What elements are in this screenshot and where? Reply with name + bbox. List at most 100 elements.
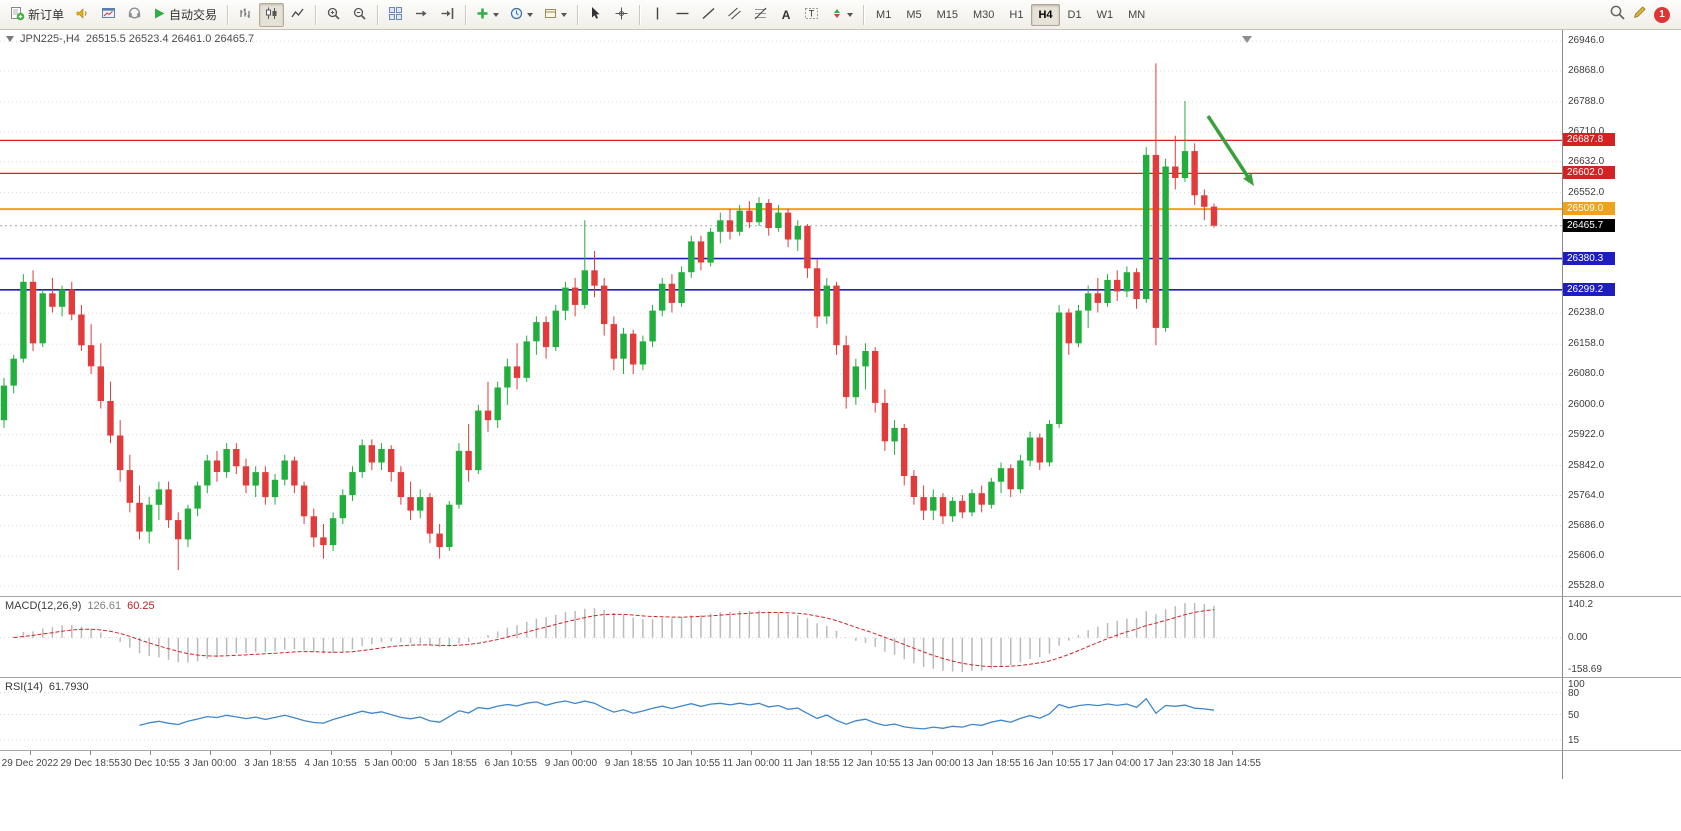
price-tick-label: 25922.0 [1568, 428, 1605, 440]
price-level-tag: 26380.3 [1563, 251, 1615, 265]
shift-marker-icon[interactable] [1242, 36, 1252, 43]
line-chart-icon [290, 6, 305, 24]
svg-text:T: T [809, 8, 815, 18]
candlesticks [0, 63, 1218, 571]
price-tick-label: 26788.0 [1568, 95, 1605, 107]
auto-scroll-icon [414, 6, 429, 24]
timeframe-d1[interactable]: D1 [1067, 8, 1082, 21]
chart-shift-button[interactable] [435, 3, 460, 27]
time-tick [1232, 751, 1233, 755]
rsi-title: RSI(14) [5, 681, 43, 693]
horizontal-line-icon [675, 7, 690, 23]
rsi-axis-tick: 100 [1568, 679, 1585, 690]
search-icon[interactable] [1609, 4, 1626, 26]
timeframe-m1[interactable]: M1 [876, 8, 892, 21]
time-tick [991, 751, 993, 755]
time-tick [871, 751, 873, 755]
timeframe-h4[interactable]: H4 [1031, 3, 1060, 26]
alerts-button[interactable] [70, 3, 95, 27]
periods-dropdown[interactable] [505, 3, 538, 27]
arrows-dropdown[interactable] [825, 3, 858, 27]
bar-chart-button[interactable] [233, 3, 258, 27]
new-order-button[interactable]: 新订单 [5, 3, 69, 27]
auto-trading-label: 自动交易 [169, 8, 218, 22]
macd-label: MACD(12,26,9) 126.61 60.25 [5, 600, 155, 612]
timeframe-h1[interactable]: H1 [1009, 8, 1024, 21]
rsi-axis: 100 80 50 15 [1563, 678, 1681, 751]
macd-canvas [0, 603, 1562, 672]
rsi-axis-tick: 15 [1568, 735, 1580, 747]
time-axis-label: 11 Jan 00:00 [722, 758, 780, 769]
text-icon: A [781, 7, 791, 22]
price-level-tag: 26299.2 [1563, 282, 1615, 296]
macd-signal-value: 60.25 [127, 600, 155, 612]
toolbar-separator [863, 4, 865, 25]
main-chart[interactable]: JPN225-,H4 26515.5 26523.4 26461.0 26465… [0, 30, 1562, 597]
rsi-panel[interactable]: RSI(14) 61.7930 [0, 678, 1562, 751]
text-label-button[interactable]: T [799, 3, 824, 27]
timeframe-m15[interactable]: M15 [936, 8, 958, 21]
time-axis-label: 4 Jan 10:55 [304, 758, 357, 769]
horizontal-line-button[interactable] [670, 3, 695, 27]
timeframe-m30[interactable]: M30 [973, 8, 995, 21]
time-tick [631, 751, 632, 755]
periods-icon [510, 7, 523, 23]
time-axis-label: 6 Jan 10:55 [484, 758, 537, 769]
timeframe-m5[interactable]: M5 [906, 8, 922, 21]
zoom-out-icon [352, 6, 367, 24]
toolbar-separator [465, 4, 467, 25]
time-tick [450, 751, 452, 755]
macd-title: MACD(12,26,9) [5, 600, 82, 612]
new-order-label: 新订单 [28, 8, 65, 22]
macd-panel[interactable]: MACD(12,26,9) 126.61 60.25 [0, 597, 1562, 678]
symbol-marker-icon [6, 36, 14, 42]
crosshair-button[interactable] [609, 3, 634, 27]
fibonacci-icon [753, 6, 768, 24]
fibonacci-button[interactable] [748, 3, 773, 27]
timeframe-w1[interactable]: W1 [1096, 8, 1114, 21]
auto-scroll-button[interactable] [409, 3, 434, 27]
auto-trading-icon [153, 7, 166, 23]
time-axis-label: 3 Jan 00:00 [184, 758, 237, 769]
indicators-dropdown[interactable] [471, 3, 504, 27]
market-watch-button[interactable] [96, 3, 121, 27]
rsi-axis-tick: 50 [1568, 709, 1580, 721]
line-chart-button[interactable] [285, 3, 310, 27]
vertical-line-button[interactable] [645, 3, 669, 27]
auto-trading-button[interactable]: 自动交易 [148, 3, 222, 27]
text-label-icon: T [804, 6, 819, 24]
alerts-icon [75, 6, 90, 24]
text-button[interactable]: A [774, 3, 798, 27]
time-tick [751, 751, 753, 755]
zoom-in-button[interactable] [321, 3, 346, 27]
main-chart-canvas[interactable] [0, 30, 1562, 597]
rsi-label: RSI(14) 61.7930 [5, 681, 89, 693]
rsi-line [139, 697, 1215, 730]
cursor-button[interactable] [583, 3, 608, 27]
tile-windows-button[interactable] [383, 3, 408, 27]
zoom-out-button[interactable] [347, 3, 372, 27]
chevron-down-icon [561, 12, 568, 17]
trendline-button[interactable] [696, 3, 721, 27]
time-tick [931, 751, 933, 755]
macd-signal-line [13, 609, 1215, 668]
axis-corner [1563, 751, 1681, 776]
timeframe-mn[interactable]: MN [1128, 8, 1146, 21]
templates-dropdown[interactable] [539, 3, 572, 27]
toolbar-separator [227, 4, 229, 25]
time-axis-label: 13 Jan 18:55 [962, 758, 1021, 769]
chevron-down-icon [527, 12, 534, 17]
price-tick-label: 26946.0 [1568, 35, 1605, 47]
macd-axis-max: 140.2 [1568, 599, 1594, 610]
community-button[interactable] [122, 3, 147, 27]
time-axis-label: 18 Jan 14:55 [1203, 758, 1261, 769]
trend-arrow-annotation[interactable] [1206, 115, 1254, 186]
channel-button[interactable] [722, 3, 747, 27]
pencil-icon[interactable] [1632, 4, 1648, 25]
time-axis-label: 3 Jan 18:55 [244, 758, 297, 769]
rsi-value: 61.7930 [48, 681, 89, 693]
time-axis-label: 9 Jan 18:55 [604, 758, 658, 769]
candlestick-chart-button[interactable] [259, 2, 285, 27]
notification-badge[interactable]: 1 [1654, 6, 1670, 23]
time-axis-label: 30 Dec 10:55 [120, 758, 180, 769]
